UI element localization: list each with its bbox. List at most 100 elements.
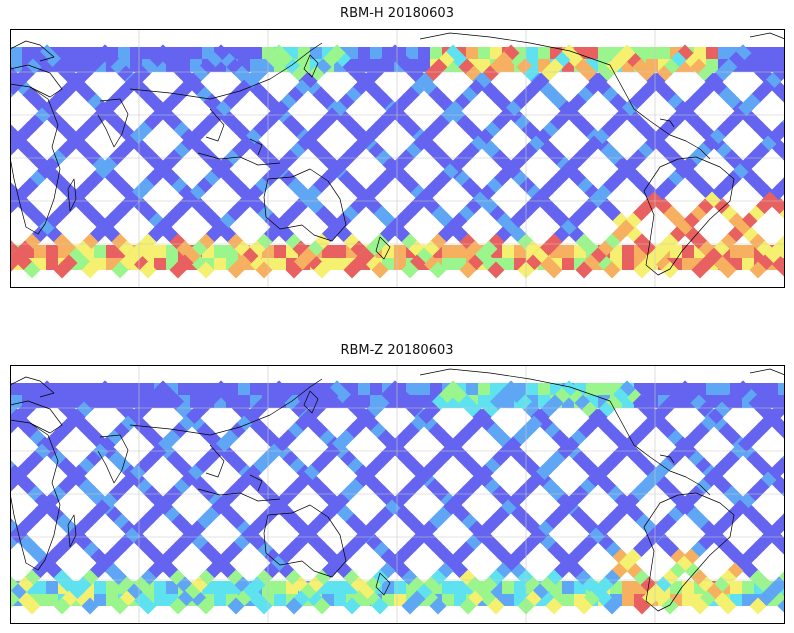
swath-cell bbox=[502, 593, 515, 606]
satellite-swath-layer bbox=[10, 44, 785, 279]
swath-cell bbox=[190, 383, 203, 396]
swath-cell bbox=[285, 261, 303, 279]
swath-cell bbox=[166, 245, 179, 258]
satellite-swath-layer bbox=[10, 380, 785, 615]
swath-cell bbox=[343, 261, 361, 279]
swath-cell bbox=[274, 581, 287, 594]
swath-cell bbox=[454, 245, 467, 258]
swath-cell bbox=[430, 47, 443, 60]
swath-cell bbox=[358, 383, 371, 396]
swath-cell bbox=[358, 59, 371, 72]
swath-cell bbox=[742, 245, 755, 258]
swath-cell bbox=[197, 597, 215, 615]
swath-cell bbox=[658, 47, 671, 60]
swath-cell bbox=[694, 383, 707, 396]
coastline bbox=[685, 140, 711, 160]
swath-cell bbox=[430, 383, 443, 396]
swath-cell bbox=[776, 86, 785, 104]
swath-cell bbox=[478, 47, 491, 60]
swath-cell bbox=[94, 593, 107, 606]
map-panel-rbm-h bbox=[10, 29, 785, 288]
coastline bbox=[419, 368, 687, 478]
coastline bbox=[67, 178, 77, 212]
swath-cell bbox=[358, 395, 371, 408]
swath-cell bbox=[730, 245, 743, 258]
swath-cell bbox=[418, 395, 431, 408]
swath-cell bbox=[53, 597, 71, 615]
coastline bbox=[97, 434, 129, 484]
swath-cell bbox=[418, 59, 431, 72]
swath-cell bbox=[10, 59, 23, 72]
swath-cell bbox=[298, 47, 311, 60]
swath-cell bbox=[70, 59, 83, 72]
swath-cell bbox=[487, 261, 505, 279]
coastline bbox=[197, 152, 281, 166]
coastline bbox=[129, 42, 323, 100]
swath-cell bbox=[774, 478, 785, 496]
swath-cell bbox=[111, 261, 129, 279]
swath-cell bbox=[459, 261, 477, 279]
swath-cell bbox=[742, 581, 755, 594]
swath-cell bbox=[406, 383, 419, 396]
swath-cell bbox=[10, 534, 18, 552]
swath-cell bbox=[575, 261, 593, 279]
swath-cell bbox=[778, 47, 785, 60]
swath-cell bbox=[178, 383, 191, 396]
swath-cell bbox=[487, 597, 505, 615]
swath-cell bbox=[310, 47, 323, 60]
swath-cell bbox=[111, 597, 129, 615]
swath-cell bbox=[466, 383, 479, 396]
swath-cell bbox=[749, 261, 767, 279]
swath-cell bbox=[10, 383, 23, 396]
swath-cell bbox=[298, 383, 311, 396]
swath-cell bbox=[22, 383, 35, 396]
swath-cell bbox=[58, 47, 71, 60]
swath-cell bbox=[70, 395, 83, 408]
swath-cell bbox=[646, 383, 659, 396]
coastline bbox=[10, 83, 61, 235]
swath-cell bbox=[227, 597, 245, 615]
swath-cell bbox=[322, 245, 335, 258]
swath-cell bbox=[214, 593, 227, 606]
swath-cell bbox=[401, 597, 419, 615]
swath-cell bbox=[118, 47, 131, 60]
swath-cell bbox=[633, 261, 651, 279]
swath-cell bbox=[94, 245, 107, 258]
coastline bbox=[205, 444, 225, 478]
swath-cell bbox=[514, 245, 527, 258]
swath-cell bbox=[394, 581, 407, 594]
swath-cell bbox=[322, 581, 335, 594]
swath-cell bbox=[754, 383, 767, 396]
swath-cell bbox=[719, 597, 737, 615]
swath-cell bbox=[545, 597, 563, 615]
swath-cell bbox=[622, 593, 635, 606]
swath-cell bbox=[538, 47, 551, 60]
swath-cell bbox=[466, 47, 479, 60]
swath-cell bbox=[10, 395, 23, 408]
swath-cell bbox=[154, 593, 167, 606]
swath-cell bbox=[358, 47, 371, 60]
swath-cell bbox=[749, 597, 767, 615]
swath-cell bbox=[478, 383, 491, 396]
swath-cell bbox=[313, 597, 331, 615]
swath-cell bbox=[81, 261, 99, 279]
graticule bbox=[10, 29, 785, 288]
swath-cell bbox=[622, 257, 635, 270]
swath-cell bbox=[370, 47, 383, 60]
swath-cell bbox=[718, 47, 731, 60]
swath-cell bbox=[58, 383, 71, 396]
swath-cell bbox=[82, 383, 95, 396]
swath-cell bbox=[730, 257, 743, 270]
swath-cell bbox=[139, 597, 157, 615]
swath-cell bbox=[459, 597, 477, 615]
swath-cell bbox=[776, 422, 785, 440]
swath-cell bbox=[691, 261, 709, 279]
swath-cell bbox=[371, 597, 389, 615]
map-frame bbox=[10, 365, 785, 624]
swath-cell bbox=[238, 383, 251, 396]
swath-cell bbox=[274, 245, 287, 258]
swath-cell bbox=[586, 47, 599, 60]
swath-cell bbox=[106, 581, 119, 594]
swath-cell bbox=[370, 383, 383, 396]
swath-cell bbox=[418, 47, 431, 60]
